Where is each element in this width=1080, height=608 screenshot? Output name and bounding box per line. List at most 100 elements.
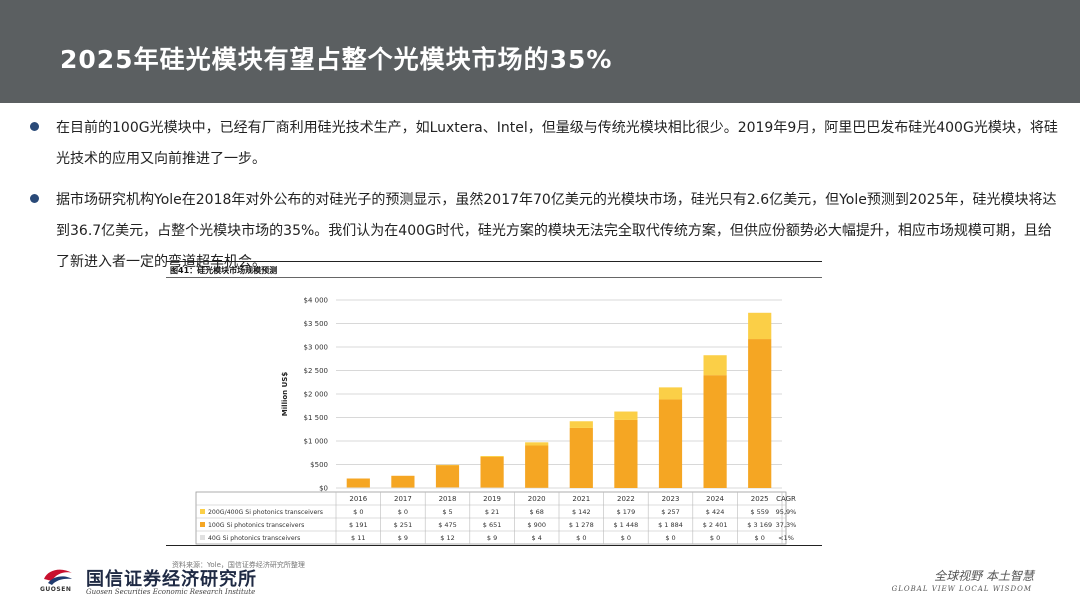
y-tick-label: $500 [310,461,328,469]
bullet-text: 据市场研究机构Yole在2018年对外公布的对硅光子的预测显示，虽然2017年7… [56,192,1057,270]
bar-segment [480,456,504,488]
y-tick-label: $1 000 [304,438,329,446]
data-label: $ 900 [527,521,546,529]
legend-swatch [200,522,205,527]
y-tick-label: $3 500 [304,320,329,328]
bullet-dot-icon [30,194,39,203]
figure: 图41：硅光模块市场规模预测 $0 $500 $1 000 $1 500 $2 000 $… [166,258,822,550]
bullet-item: 据市场研究机构Yole在2018年对外公布的对硅光子的预测显示，虽然2017年7… [28,185,1058,278]
bar-segment [703,375,727,488]
data-label: $ 0 [576,534,586,542]
data-label: $ 1 884 [658,521,683,529]
data-label: $ 9 [398,534,408,542]
legend-swatch [200,509,205,514]
bar-segment [480,455,504,457]
company-name-en: Guosen Securities Economic Research Inst… [86,588,256,596]
data-label: $ 0 [755,534,765,542]
cagr-header: CAGR [776,495,796,503]
data-label: $ 21 [485,508,499,516]
guosen-logo-icon [44,569,72,585]
bar-segment [391,487,415,489]
figure-source: 资料来源：Yole，国信证券经济研究所整理 [172,561,305,569]
cagr-value: 95,9% [776,508,797,516]
bar-segment [748,339,772,488]
header-bar: 2025年硅光模块有望占整个光模块市场的35% [0,0,1080,103]
data-label: $ 424 [706,508,725,516]
legend-label: 100G Si photonics transceivers [208,522,304,529]
data-label: $ 0 [621,534,631,542]
bar-segment [346,478,370,488]
bar-segment [525,445,549,488]
bar-segment [346,487,370,488]
data-label: $ 257 [661,508,680,516]
page-title: 2025年硅光模块有望占整个光模块市场的35% [60,45,613,74]
y-tick-label: $2 000 [304,391,329,399]
bullet-text: 在目前的100G光模块中，已经有厂商利用硅光技术生产，如Luxtera、Inte… [56,120,1058,167]
data-label: $ 0 [398,508,408,516]
x-tick-label: 2016 [349,495,367,503]
company-name-cn: 国信证券经济研究所 [86,569,257,590]
y-tick-label: $0 [319,485,328,493]
data-label: $ 179 [617,508,636,516]
x-tick-label: 2020 [528,495,546,503]
bar-segment [614,419,638,488]
data-label: $ 651 [483,521,502,529]
bar-segment [391,475,415,488]
bullet-list: 在目前的100G光模块中，已经有厂商利用硅光技术生产，如Luxtera、Inte… [28,113,1058,288]
data-label: $ 142 [572,508,591,516]
data-label: $ 12 [440,534,454,542]
bar-segment [435,465,460,488]
figure-caption: 图41：硅光模块市场规模预测 [170,266,278,275]
x-tick-label: 2018 [439,495,457,503]
legend-label: 40G Si photonics transceivers [208,535,300,542]
data-label: $ 2 401 [703,521,728,529]
bar-segment [435,464,460,466]
bar-segment [435,487,460,488]
x-tick-label: 2022 [617,495,635,503]
logo-brand: GUOSEN [40,586,72,593]
data-label: $ 3 169 [747,521,772,529]
data-label: $ 11 [351,534,365,542]
slogan-en: GLOBAL VIEW LOCAL WISDOM [891,585,1032,593]
y-axis-label: Million US$ [281,372,289,417]
y-tick-label: $2 500 [304,367,329,375]
bar-segment [658,399,683,488]
cagr-value: 37,3% [776,521,797,529]
data-label: $ 251 [394,521,413,529]
legend-swatch [200,535,205,540]
bar-segment [525,487,549,489]
x-tick-label: 2017 [394,495,412,503]
data-label: $ 1 278 [569,521,594,529]
data-label: $ 0 [710,534,720,542]
bar-segment [569,421,593,428]
slogan-cn: 全球视野 本土智慧 [934,569,1034,583]
x-tick-label: 2019 [483,495,501,503]
x-tick-label: 2021 [572,495,590,503]
data-label: $ 0 [665,534,675,542]
data-label: $ 1 448 [613,521,638,529]
x-tick-label: 2024 [706,495,724,503]
bullet-dot-icon [30,122,39,131]
data-label: $ 191 [349,521,368,529]
bar-segment [569,427,593,488]
figure-top-rule [166,261,822,262]
bar-segment [614,411,638,420]
bar-segment [480,487,504,489]
legend-label: 200G/400G Si photonics transceivers [208,509,323,516]
bar-chart: $0 $500 $1 000 $1 500 $2 000 $2 500 $3 000 $3 5… [195,297,797,545]
figure-caption-rule [166,277,822,278]
bar-segment [658,387,683,400]
data-label: $ 475 [438,521,457,529]
figure-bottom-rule [166,545,822,546]
y-tick-label: $3 000 [304,344,329,352]
bar-segment [525,442,549,446]
data-label: $ 4 [532,534,542,542]
x-tick-label: 2023 [662,495,680,503]
data-label: $ 68 [529,508,543,516]
bullet-item: 在目前的100G光模块中，已经有厂商利用硅光技术生产，如Luxtera、Inte… [28,113,1058,175]
data-label: $ 5 [442,508,452,516]
data-label: $ 559 [750,508,769,516]
bar-segment [703,355,727,376]
y-tick-label: $4 000 [304,297,329,305]
bar-segment [748,312,772,340]
